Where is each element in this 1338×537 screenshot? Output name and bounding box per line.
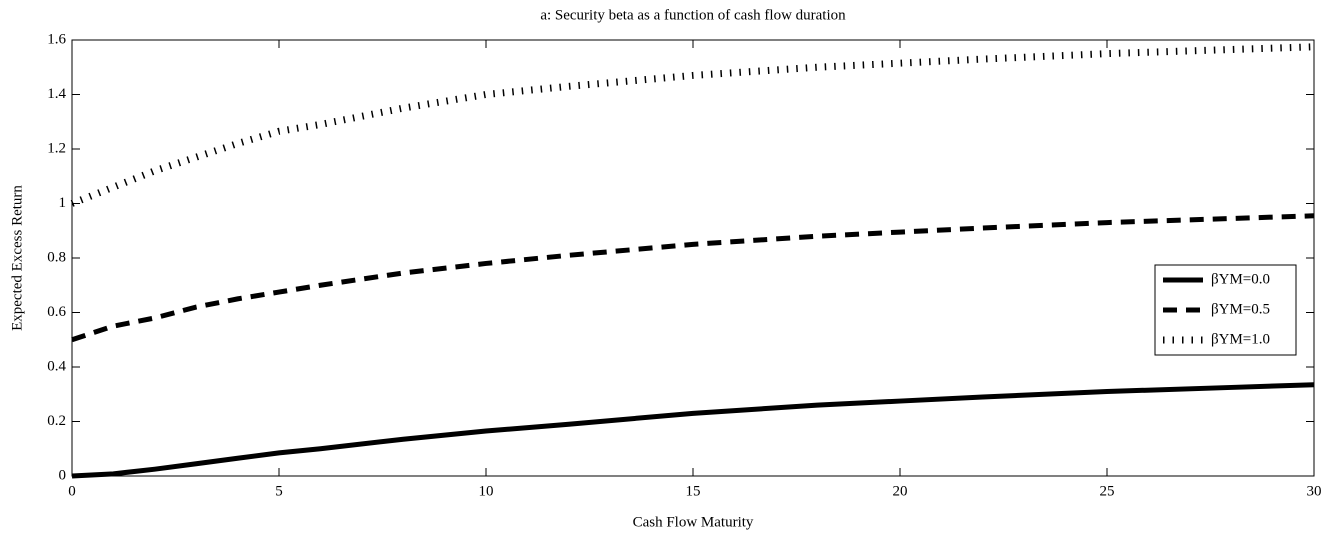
y-tick-label: 1.4	[47, 86, 66, 102]
chart-title: a: Security beta as a function of cash f…	[540, 7, 846, 23]
y-axis-label: Expected Excess Return	[9, 185, 25, 331]
series-line	[71, 213, 1315, 343]
y-tick-label: 0.2	[47, 413, 66, 429]
y-tick-label: 0.8	[47, 249, 66, 265]
series-line	[70, 43, 1315, 207]
y-tick-label: 1	[59, 195, 67, 211]
x-axis-label: Cash Flow Maturity	[633, 514, 754, 530]
x-tick-label: 20	[893, 483, 908, 499]
x-tick-label: 15	[686, 483, 701, 499]
y-tick-label: 1.6	[47, 31, 66, 47]
y-tick-label: 0	[59, 467, 67, 483]
y-tick-label: 0.6	[47, 304, 66, 320]
x-tick-label: 0	[68, 483, 76, 499]
plot-frame	[71, 39, 1315, 477]
x-tick-label: 25	[1100, 483, 1115, 499]
x-tick-label: 5	[275, 483, 283, 499]
x-tick-label: 10	[479, 483, 494, 499]
y-tick-label: 0.4	[47, 358, 66, 374]
legend-label: βYM=1.0	[1211, 331, 1270, 347]
legend-label: βYM=0.0	[1211, 271, 1270, 287]
x-tick-label: 30	[1307, 483, 1322, 499]
series-line	[71, 382, 1315, 479]
y-tick-label: 1.2	[47, 140, 66, 156]
legend-label: βYM=0.5	[1211, 301, 1270, 317]
